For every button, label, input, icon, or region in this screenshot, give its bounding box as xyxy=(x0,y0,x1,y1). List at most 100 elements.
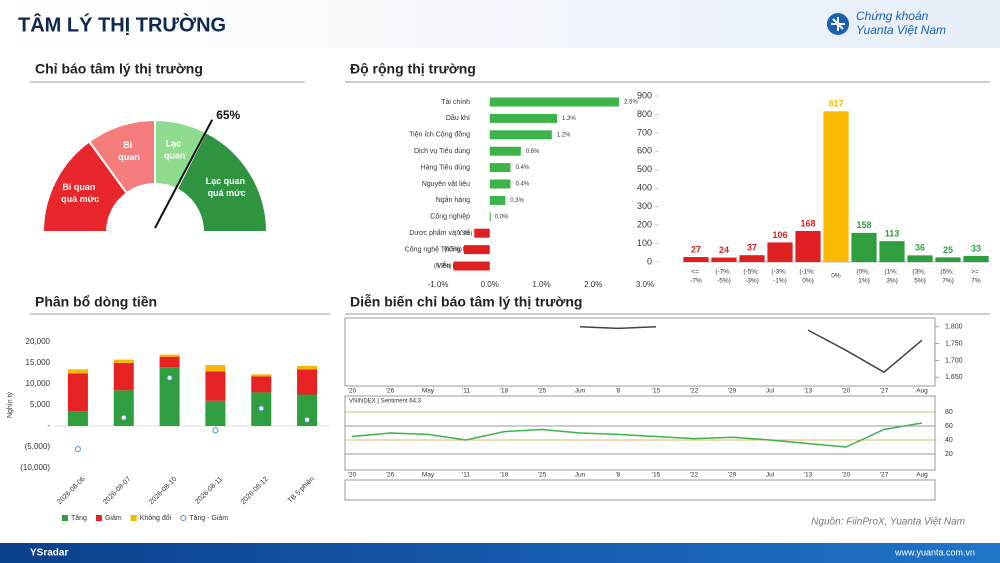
x-tick-label: (0%; 1%) xyxy=(856,268,871,284)
net-marker xyxy=(166,374,173,381)
x-tick-label: '26 xyxy=(386,472,395,479)
x-tick-label: '11 xyxy=(462,472,470,479)
x-tick-label: '27 xyxy=(880,388,889,395)
x-tick-label: 0.0% xyxy=(481,280,499,289)
x-tick-label: Jul xyxy=(766,388,775,395)
x-tick-label: 1.0% xyxy=(532,280,550,289)
category-label: Dịch vụ Tiêu dùng xyxy=(414,148,470,155)
bar-segment xyxy=(67,369,88,374)
bar xyxy=(489,212,491,222)
value-label: 106 xyxy=(772,230,787,240)
y-tick-label: (5,000) xyxy=(25,442,51,451)
bar-segment xyxy=(67,411,88,426)
bar-segment xyxy=(67,373,88,412)
bar xyxy=(463,245,490,255)
legend-label: Tăng - Giảm xyxy=(189,515,228,522)
category-label: Dược phẩm và Y tế xyxy=(409,228,470,237)
bar xyxy=(851,232,877,262)
x-tick-label: Aug xyxy=(916,472,928,479)
x-tick-label: '29 xyxy=(728,388,737,395)
x-tick-label: (-1%; 0%) xyxy=(799,268,816,284)
source-note: Nguồn: FiinProX, Yuanta Việt Nam xyxy=(811,516,965,528)
segment-label: Bi quan quá mức xyxy=(61,182,99,204)
x-tick-label: (-3%; -1%) xyxy=(771,268,788,284)
x-tick-label: '20 xyxy=(842,388,851,395)
x-tick-label: 2026-08-12 xyxy=(240,476,270,506)
x-tick-label: '15 xyxy=(652,388,661,395)
bar-segment xyxy=(297,365,318,370)
bar xyxy=(823,111,849,262)
x-tick-label: 2026-08-10 xyxy=(148,476,178,506)
y-tick-label: 300 xyxy=(637,201,652,211)
value-label: 36 xyxy=(915,243,925,253)
section-title: Độ rộng thị trường xyxy=(350,61,476,77)
y-tick-label: 0 xyxy=(647,256,652,266)
y-tick-label: 1,650 xyxy=(945,374,963,381)
x-tick-label: May xyxy=(422,472,435,479)
section-title: Phân bổ dòng tiền xyxy=(35,294,157,310)
bar-segment xyxy=(113,359,134,363)
value-label: 25 xyxy=(943,245,953,255)
value-label: 0.0% xyxy=(495,214,509,220)
y-axis-label: Nghìn tỷ xyxy=(7,391,14,418)
logo-icon-mark xyxy=(831,17,845,31)
bar-segment xyxy=(251,376,272,393)
y-tick-label: - xyxy=(47,421,50,430)
x-tick-label: <= -7% xyxy=(690,268,702,284)
footer-website: www.yuanta.com.vn xyxy=(894,547,975,557)
y-tick-label: (10,000) xyxy=(20,463,50,472)
value-label: 0.3% xyxy=(510,198,524,204)
y-tick-label: 1,750 xyxy=(945,340,963,347)
category-label: Tiện ích Cộng đồng xyxy=(409,130,470,139)
category-label: Công nghệ Thông tin xyxy=(405,246,470,253)
value-label: 817 xyxy=(828,99,843,109)
value-label: 1.2% xyxy=(557,132,571,138)
x-tick-label: '20 xyxy=(348,472,357,479)
bar-segment xyxy=(205,371,226,401)
y-tick-label: 800 xyxy=(637,109,652,119)
indicator-panel xyxy=(344,395,936,471)
bar xyxy=(489,179,511,189)
bar xyxy=(907,255,933,262)
net-marker xyxy=(304,416,311,423)
bar xyxy=(795,231,821,262)
value-label: 33 xyxy=(971,243,981,253)
category-label: Tài chính xyxy=(441,99,470,106)
section-title: Diễn biến chỉ báo tâm lý thị trường xyxy=(350,294,582,310)
y-tick-label: 900 xyxy=(637,90,652,100)
bar xyxy=(879,241,905,262)
value-label: 37 xyxy=(747,243,757,253)
bar xyxy=(489,97,620,107)
footer-brand: YSradar xyxy=(30,548,68,559)
x-tick-label: Jun xyxy=(575,388,586,395)
y-tick-label: 80 xyxy=(945,409,953,416)
y-tick-label: 200 xyxy=(637,219,652,229)
legend-swatch xyxy=(130,515,137,521)
index-line xyxy=(579,325,923,374)
x-tick-label: Jun xyxy=(575,472,586,479)
x-tick-label: '8 xyxy=(616,472,621,479)
segment-label: Bi quan xyxy=(118,140,140,162)
x-tick-label: '22 xyxy=(690,472,699,479)
sub-panel xyxy=(344,479,936,501)
value-label: (0.5%) xyxy=(444,247,462,253)
x-tick-label: '8 xyxy=(616,388,621,395)
x-tick-label: 2.0% xyxy=(584,280,602,289)
bar xyxy=(453,261,490,271)
x-tick-label: TB 5 phiên xyxy=(287,476,316,505)
bar xyxy=(489,113,558,123)
bar-segment xyxy=(297,369,318,395)
bar xyxy=(683,257,709,262)
segment-label: Lạc quan xyxy=(164,139,186,161)
y-tick-label: 20,000 xyxy=(26,337,51,346)
bar xyxy=(963,255,989,262)
bar-segment xyxy=(113,363,134,391)
x-tick-label: (-5%; -3%) xyxy=(743,268,760,284)
y-tick-label: 5,000 xyxy=(30,400,51,409)
value-label: 27 xyxy=(691,244,701,254)
x-tick-label: 2026-08-06 xyxy=(56,476,86,506)
bar xyxy=(489,130,552,140)
x-tick-label: '25 xyxy=(538,472,547,479)
x-tick-label: '11 xyxy=(462,388,470,395)
bar-segment xyxy=(159,356,180,368)
